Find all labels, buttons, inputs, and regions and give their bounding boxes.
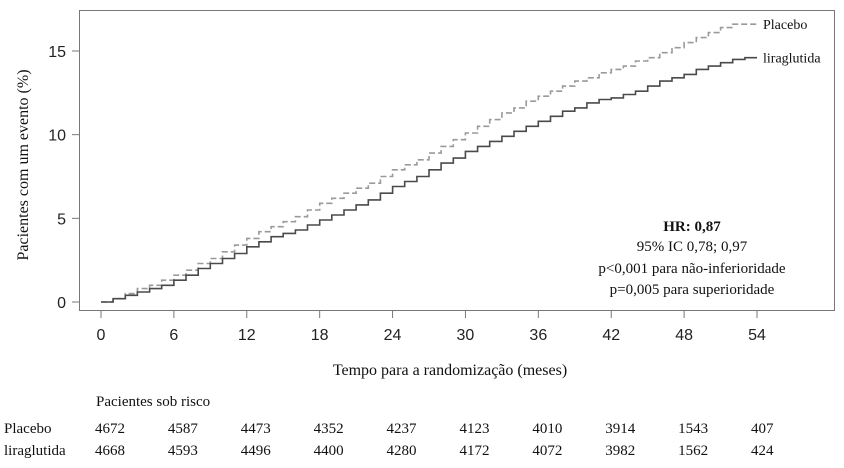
plot-frame [79,10,835,311]
risk-value: 4593 [167,443,198,459]
risk-value: 4473 [240,421,271,437]
risk-value: 4010 [532,421,563,437]
risk-value: 4237 [386,421,417,437]
risk-row-liraglutida: liraglutida 4668 4593 4496 4400 4280 4172 4072 3… [0,443,844,461]
risk-value: 4496 [240,443,271,459]
y-axis-label: Pacientes com um evento (%) [15,69,32,260]
series-line-placebo [101,23,757,303]
noninferiority-annotation: p<0,001 para não-inferioridade [598,261,785,277]
y-tick-label: 10 [48,128,66,145]
risk-value: 4668 [95,443,125,459]
y-tick-label: 5 [57,211,66,228]
x-tick-label: 18 [311,327,329,344]
risk-value: 4400 [313,443,344,459]
km-chart: 0 5 10 15 0 6 12 18 24 30 36 42 48 54 Placebo liraglu… [15,10,835,379]
risk-value: 424 [751,443,774,459]
y-axis: 0 5 10 15 [48,44,80,312]
hr-annotation: HR: 0,87 [663,219,721,235]
x-tick-label: 6 [169,327,178,344]
risk-value: 4587 [167,421,198,437]
risk-table-title: Pacientes sob risco [96,394,211,410]
x-tick-label: 0 [97,327,106,344]
risk-row-placebo: Placebo 4672 4587 4473 4352 4237 4123 4010 3914 1… [0,421,844,439]
x-tick-label: 24 [384,327,402,344]
x-tick-label: 42 [602,327,620,344]
risk-value: 1562 [678,443,709,459]
risk-value: 4072 [532,443,563,459]
risk-value: 4352 [313,421,344,437]
legend-liraglutida: liraglutida [763,52,821,67]
legend: Placebo liraglutida [763,18,821,66]
risk-value: 4172 [459,443,490,459]
superiority-annotation: p=0,005 para superioridade [610,282,775,298]
y-tick-label: 0 [57,295,66,312]
series-lines [101,23,757,303]
x-axis: 0 6 12 18 24 30 36 42 48 54 [97,310,766,344]
risk-row-label: liraglutida [4,443,66,459]
x-tick-label: 12 [238,327,256,344]
x-tick-label: 30 [457,327,475,344]
risk-value: 4672 [95,421,125,437]
ci-annotation: 95% IC 0,78; 0,97 [637,239,748,255]
series-line-liraglutida [101,56,757,303]
risk-value: 1543 [678,421,709,437]
risk-row-label: Placebo [4,421,52,437]
x-axis-label: Tempo para a randomização (meses) [333,362,567,379]
risk-value: 3982 [605,443,636,459]
x-tick-label: 48 [675,327,693,344]
risk-value: 407 [751,421,774,437]
legend-placebo: Placebo [763,18,807,33]
y-tick-label: 15 [48,44,66,61]
risk-value: 4123 [459,421,490,437]
risk-value: 4280 [386,443,417,459]
x-tick-label: 54 [748,327,766,344]
risk-value: 3914 [605,421,636,437]
x-tick-label: 36 [529,327,547,344]
